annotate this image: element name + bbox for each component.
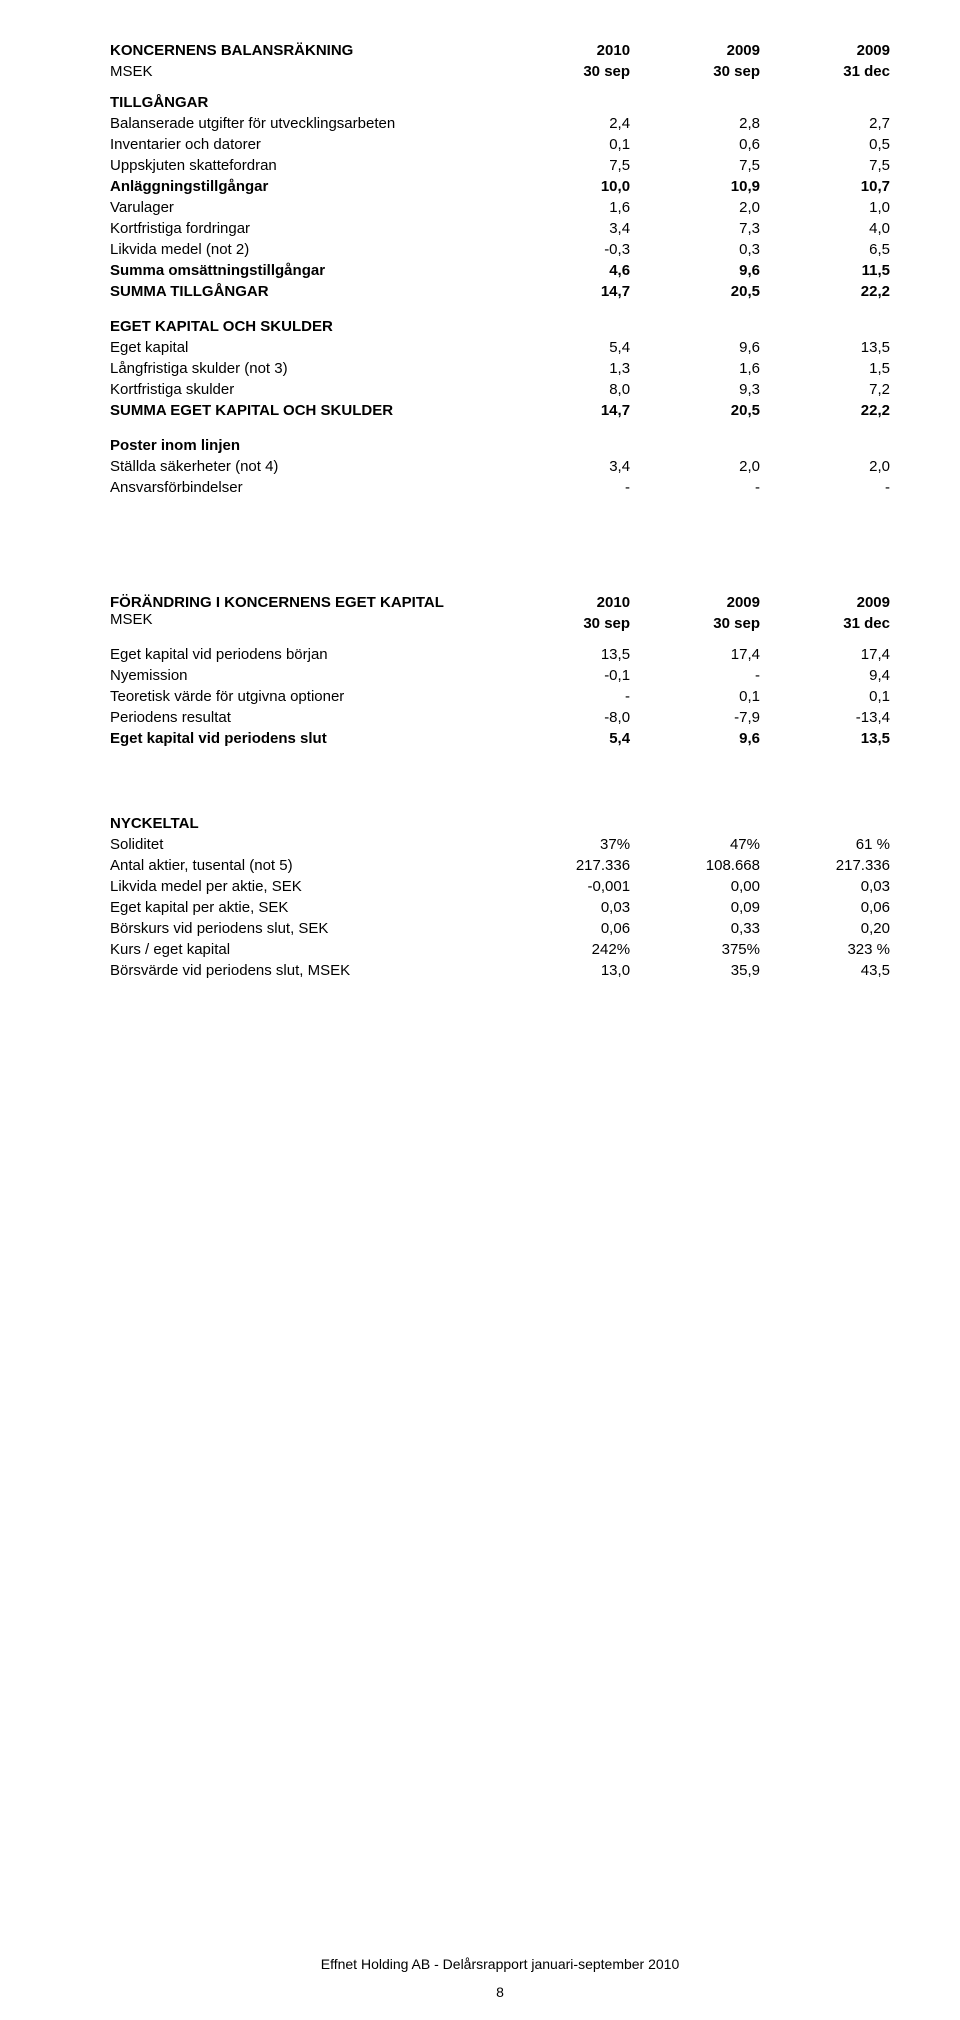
table-row: Kortfristiga skulder 8,0 9,3 7,2 <box>110 379 890 400</box>
table-row: Likvida medel per aktie, SEK -0,001 0,00… <box>110 876 890 897</box>
assets-heading: TILLGÅNGAR <box>110 82 500 113</box>
page-footer: Effnet Holding AB - Delårsrapport januar… <box>110 1836 890 1972</box>
col-header-3-date: 31 dec <box>760 61 890 82</box>
table-row: Kortfristiga fordringar 3,4 7,3 4,0 <box>110 218 890 239</box>
col-header-2-year: 2009 <box>630 592 760 613</box>
equity-change-sum: Eget kapital vid periodens slut 5,4 9,6 … <box>110 728 890 749</box>
table-row: Eget kapital 5,4 9,6 13,5 <box>110 337 890 358</box>
table-row: Kurs / eget kapital 242% 375% 323 % <box>110 939 890 960</box>
col-header-2-year: 2009 <box>630 40 760 61</box>
ratios-title: NYCKELTAL <box>110 813 500 834</box>
balance-title: KONCERNENS BALANSRÄKNING <box>110 40 500 61</box>
col-header-1-date: 30 sep <box>500 61 630 82</box>
change-unit: MSEK <box>110 611 500 628</box>
col-header-1-year: 2010 <box>500 40 630 61</box>
table-row: Antal aktier, tusental (not 5) 217.336 1… <box>110 855 890 876</box>
table-row: Börsvärde vid periodens slut, MSEK 13,0 … <box>110 960 890 981</box>
col-header-2-date: 30 sep <box>630 61 760 82</box>
fixed-assets-sum: Anläggningstillgångar 10,0 10,9 10,7 <box>110 176 890 197</box>
table-row: Soliditet 37% 47% 61 % <box>110 834 890 855</box>
col-header-3-year: 2009 <box>760 40 890 61</box>
table-row: Ansvarsförbindelser - - - <box>110 477 890 498</box>
assets-total: SUMMA TILLGÅNGAR 14,7 20,5 22,2 <box>110 281 890 302</box>
table-row: Balanserade utgifter för utvecklingsarbe… <box>110 113 890 134</box>
table-row: Likvida medel (not 2) -0,3 0,3 6,5 <box>110 239 890 260</box>
table-row: Periodens resultat -8,0 -7,9 -13,4 <box>110 707 890 728</box>
col-header-1-date: 30 sep <box>500 613 630 634</box>
table-row: Teoretisk värde för utgivna optioner - 0… <box>110 686 890 707</box>
table-row: Nyemission -0,1 - 9,4 <box>110 665 890 686</box>
page-number: 8 <box>110 1984 890 2000</box>
col-header-1-year: 2010 <box>500 592 630 613</box>
table-row: Eget kapital per aktie, SEK 0,03 0,09 0,… <box>110 897 890 918</box>
col-header-2-date: 30 sep <box>630 613 760 634</box>
key-ratios-table: NYCKELTAL Soliditet 37% 47% 61 % Antal a… <box>110 813 890 981</box>
current-assets-sum: Summa omsättningstillgångar 4,6 9,6 11,5 <box>110 260 890 281</box>
table-row: Uppskjuten skattefordran 7,5 7,5 7,5 <box>110 155 890 176</box>
equity-change-table: FÖRÄNDRING I KONCERNENS EGET KAPITAL MSE… <box>110 592 890 749</box>
table-row: Långfristiga skulder (not 3) 1,3 1,6 1,5 <box>110 358 890 379</box>
table-row: Ställda säkerheter (not 4) 3,4 2,0 2,0 <box>110 456 890 477</box>
memo-heading: Poster inom linjen <box>110 421 500 456</box>
change-title: FÖRÄNDRING I KONCERNENS EGET KAPITAL <box>110 594 500 611</box>
equity-total: SUMMA EGET KAPITAL OCH SKULDER 14,7 20,5… <box>110 400 890 421</box>
table-row: Börskurs vid periodens slut, SEK 0,06 0,… <box>110 918 890 939</box>
table-row: Eget kapital vid periodens början 13,5 1… <box>110 634 890 665</box>
balance-sheet-table: KONCERNENS BALANSRÄKNING 2010 2009 2009 … <box>110 40 890 498</box>
col-header-3-year: 2009 <box>760 592 890 613</box>
equity-heading: EGET KAPITAL OCH SKULDER <box>110 302 500 337</box>
table-row: Inventarier och datorer 0,1 0,6 0,5 <box>110 134 890 155</box>
table-row: Varulager 1,6 2,0 1,0 <box>110 197 890 218</box>
balance-unit: MSEK <box>110 61 500 82</box>
col-header-3-date: 31 dec <box>760 613 890 634</box>
